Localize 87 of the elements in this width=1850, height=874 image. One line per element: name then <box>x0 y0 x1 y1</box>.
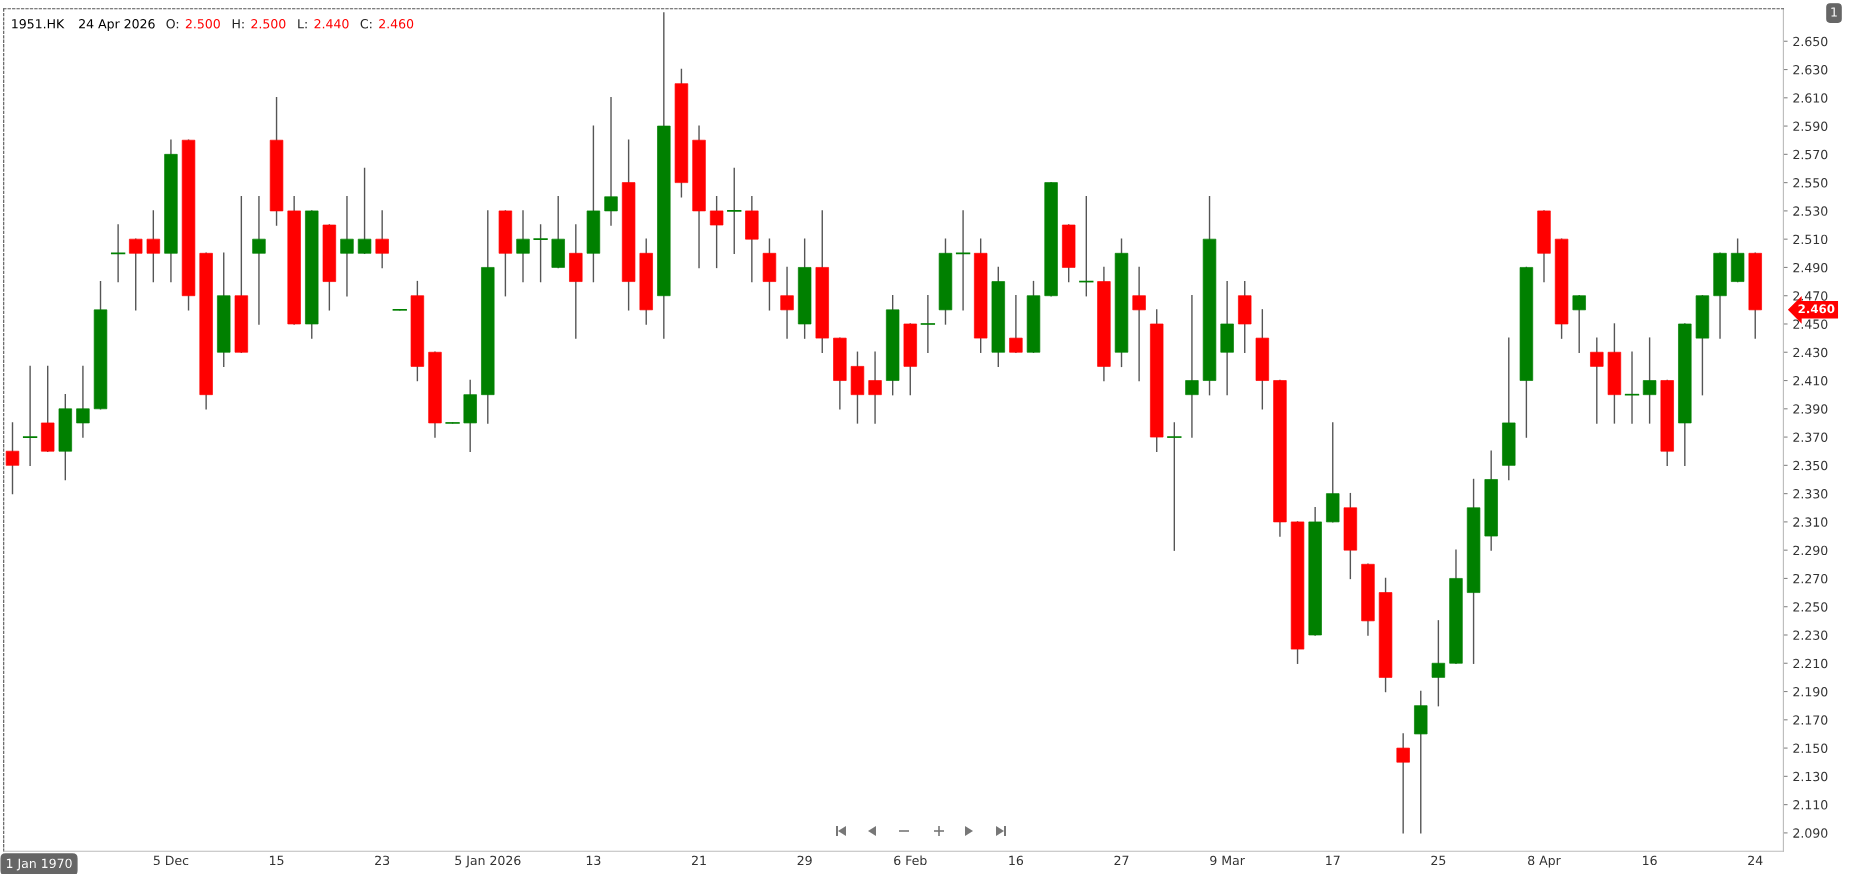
candlestick <box>110 224 126 283</box>
y-tick-label: 2.470 <box>1793 291 1828 301</box>
x-tick-label: 8 Apr <box>1528 855 1561 868</box>
y-tick-label: 2.570 <box>1793 149 1828 160</box>
candlestick <box>533 224 548 283</box>
annotation: 2.440 <box>314 19 349 29</box>
y-tick-label: 2.610 <box>1793 93 1828 103</box>
text: 1951.HK <box>12 19 65 29</box>
y-tick-label: 2.230 <box>1793 630 1828 640</box>
candlestick <box>955 210 971 311</box>
y-tick-label: 2.370 <box>1793 432 1828 442</box>
candlestick <box>1185 295 1199 438</box>
x-tick-label: 27 <box>1114 855 1129 865</box>
annotation: 2.500 <box>251 19 286 29</box>
x-tick-label: 16 <box>1643 855 1657 866</box>
y-tick-label: 2.190 <box>1793 687 1828 697</box>
candlestick <box>22 365 38 467</box>
y-tick-label: 2.550 <box>1793 178 1828 188</box>
x-tick-label: 16 <box>1009 855 1024 866</box>
annotation: L: <box>298 19 307 29</box>
y-tick-label: 2.310 <box>1793 517 1828 527</box>
x-tick-label: 21 <box>692 855 706 865</box>
text: 1 <box>1831 7 1837 17</box>
annotation: 2.500 <box>185 19 220 29</box>
candlestick <box>709 196 724 269</box>
candlestick <box>1590 337 1604 424</box>
candlestick <box>1624 351 1640 424</box>
candlestick <box>1642 337 1657 424</box>
candlestick <box>868 351 882 424</box>
candlestick <box>5 422 20 495</box>
y-tick-label: 2.390 <box>1793 404 1828 414</box>
annotation: C: <box>360 19 372 29</box>
y-tick-label: 2.110 <box>1793 800 1828 810</box>
y-tick-label: 2.590 <box>1793 121 1828 131</box>
candlestick <box>340 196 354 297</box>
y-tick-label: 2.430 <box>1793 347 1828 358</box>
x-tick-label: 5 Dec <box>153 855 189 866</box>
text: 2.460 <box>1798 304 1835 314</box>
x-tick-label: 25 <box>1431 855 1446 866</box>
y-tick-label: 2.270 <box>1793 573 1828 584</box>
y-tick-label: 2.350 <box>1793 460 1828 471</box>
candlestick <box>375 210 389 269</box>
text: 1 Jan 1970 <box>6 858 72 871</box>
y-tick-label: 2.410 <box>1793 376 1828 386</box>
candlestick <box>1431 620 1446 707</box>
x-tick-label: 9 Mar <box>1210 855 1245 866</box>
x-tick-label: 23 <box>375 855 390 866</box>
y-tick-label: 2.250 <box>1793 602 1828 612</box>
y-tick-label: 2.450 <box>1793 319 1828 329</box>
candlestick <box>516 210 530 283</box>
candlestick <box>252 196 266 325</box>
candlestick <box>727 167 742 254</box>
candlestick <box>129 238 143 311</box>
y-tick-label: 2.150 <box>1793 743 1828 754</box>
x-tick-label: 29 <box>797 855 812 866</box>
annotation: H: <box>232 19 244 29</box>
candlestick <box>920 295 936 353</box>
x-tick-label: 6 Feb <box>894 855 927 866</box>
candlestick <box>1396 733 1410 834</box>
y-tick-label: 2.510 <box>1793 234 1828 245</box>
candlestick <box>1132 266 1146 382</box>
candlestick <box>76 365 90 438</box>
candlestick <box>1009 295 1023 353</box>
candlestick <box>1167 422 1182 551</box>
y-tick-label: 2.090 <box>1793 828 1828 838</box>
x-tick-label: 15 <box>269 855 284 866</box>
y-tick-label: 2.290 <box>1793 545 1828 556</box>
candlestick <box>604 97 618 226</box>
text: 24 Apr 2026 <box>79 19 155 31</box>
y-tick-label: 2.490 <box>1793 262 1828 273</box>
annotation: O: <box>166 19 179 29</box>
candlestick <box>357 167 372 254</box>
annotation: 2.460 <box>379 19 414 29</box>
x-tick-label: 17 <box>1326 855 1340 865</box>
x-tick-label: 5 Jan 2026 <box>455 855 521 868</box>
y-tick-label: 2.330 <box>1793 489 1828 499</box>
candlestick <box>780 266 794 339</box>
y-tick-label: 2.650 <box>1793 36 1828 47</box>
candlestick <box>146 210 161 283</box>
y-tick-label: 2.210 <box>1793 658 1828 669</box>
y-tick-label: 2.130 <box>1793 771 1828 782</box>
x-tick-label: 13 <box>586 855 601 866</box>
y-tick-label: 2.170 <box>1793 715 1828 725</box>
x-tick-label: 24 <box>1748 855 1763 865</box>
candlestick <box>1572 295 1586 353</box>
y-tick-label: 2.630 <box>1793 65 1828 75</box>
y-tick-label: 2.530 <box>1793 206 1828 216</box>
